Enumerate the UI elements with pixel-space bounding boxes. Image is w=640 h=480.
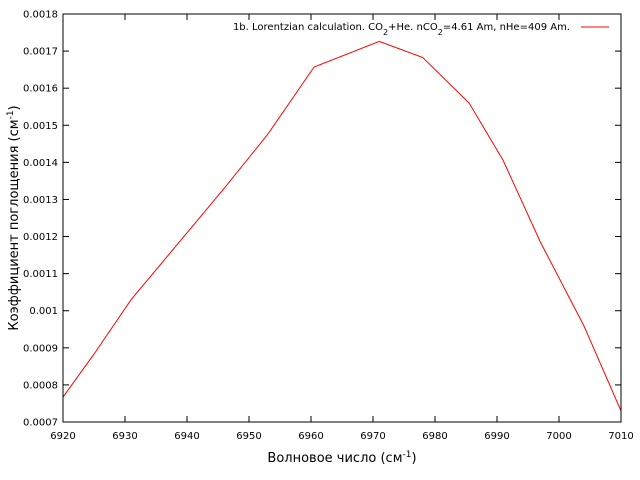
x-axis-title-superscript: -1 — [403, 450, 412, 460]
x-tick-label: 6930 — [112, 431, 137, 442]
x-tick-label: 6920 — [50, 431, 75, 442]
x-tick-label: 6940 — [174, 431, 199, 442]
series-line-lorentzian — [62, 40, 622, 412]
legend-label: 1b. Lorentzian calculation. CO2+He. nCO2… — [233, 22, 570, 37]
x-tick-label: 7010 — [608, 431, 633, 442]
y-tick-label: 0.0016 — [23, 84, 58, 95]
x-tick-label: 6970 — [360, 431, 385, 442]
y-tick-label: 0.0013 — [23, 195, 58, 206]
y-tick-label: 0.0007 — [23, 418, 58, 429]
y-tick-label: 0.001 — [29, 306, 58, 317]
legend: 1b. Lorentzian calculation. CO2+He. nCO2… — [233, 22, 609, 37]
y-tick-label: 0.0008 — [23, 380, 58, 391]
x-tick-label: 7000 — [546, 431, 571, 442]
y-axis-title: Коэффициент поглощения (см-1) — [6, 105, 22, 330]
y-tick-label: 0.0018 — [23, 10, 58, 21]
y-tick-label: 0.0015 — [23, 121, 58, 132]
plot-frame — [62, 13, 622, 423]
y-tick-label: 0.0014 — [23, 158, 58, 169]
y-tick-label: 0.0017 — [23, 47, 58, 58]
ticks — [62, 13, 622, 423]
x-tick-label: 6980 — [422, 431, 447, 442]
y-tick-label: 0.0009 — [23, 343, 58, 354]
y-tick-label: 0.0011 — [23, 269, 58, 280]
y-axis-title-superscript: -1 — [6, 110, 16, 119]
x-tick-label: 6990 — [484, 431, 509, 442]
x-tick-label: 6960 — [298, 431, 323, 442]
x-axis-title: Волновое число (см-1) — [267, 450, 416, 466]
y-tick-label: 0.0012 — [23, 232, 58, 243]
x-tick-label: 6950 — [236, 431, 261, 442]
tick-labels: 6920 6930 6940 6950 6960 6970 6980 6990 7000 7010… — [23, 10, 634, 443]
